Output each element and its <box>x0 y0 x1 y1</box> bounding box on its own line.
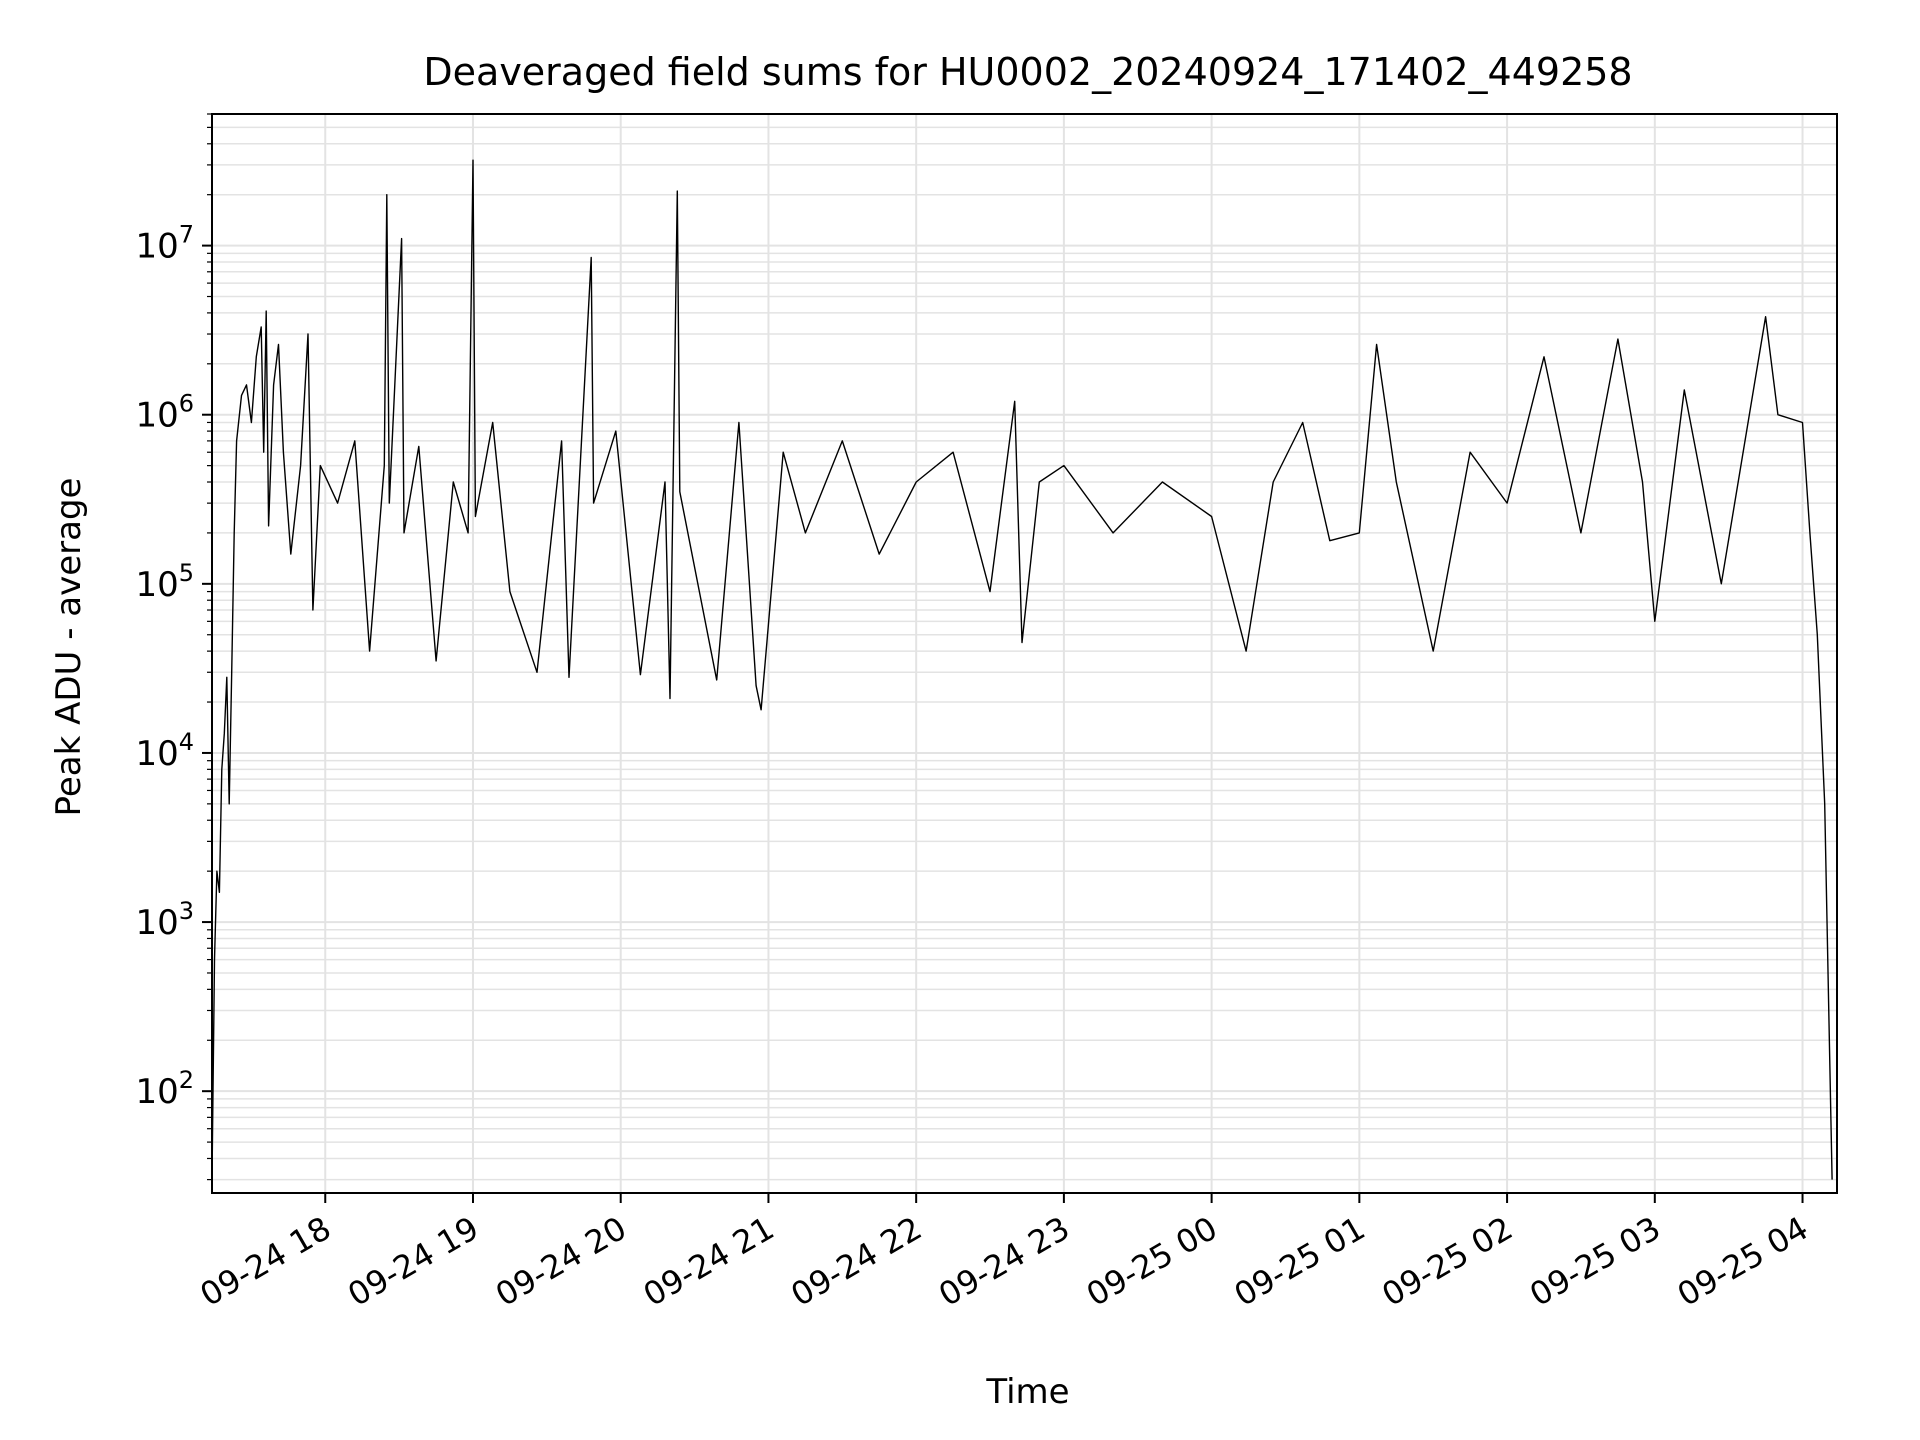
y-axis-label: Peak ADU - average <box>49 478 89 817</box>
y-tick-label: 103 <box>135 897 194 943</box>
y-tick-label: 102 <box>135 1066 194 1112</box>
y-tick-label: 107 <box>135 221 194 267</box>
series-line <box>211 159 1833 1180</box>
x-axis-label: Time <box>985 1372 1069 1412</box>
y-tick-label: 105 <box>135 559 194 605</box>
chart-title: Deaveraged field sums for HU0002_2024092… <box>423 50 1632 94</box>
y-tick-label: 104 <box>135 728 194 774</box>
series-layer <box>211 159 1833 1180</box>
y-tick-label: 106 <box>135 390 194 436</box>
plot-frame <box>211 113 1838 1194</box>
